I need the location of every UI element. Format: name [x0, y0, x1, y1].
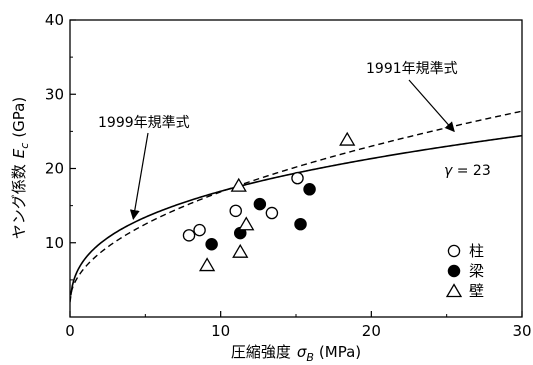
y-axis-unit: (GPa)	[10, 97, 28, 138]
data-point-wall	[339, 131, 356, 146]
data-point-wall	[232, 243, 249, 258]
data-point-beam	[294, 217, 307, 231]
data-point-beam	[303, 183, 316, 196]
x-axis-label-text: 圧縮強度	[231, 343, 291, 361]
axis-ticks: 0 10 20 30 10 20 30 40	[45, 11, 532, 340]
x-axis-unit: (MPa)	[319, 343, 361, 361]
annotation-1999-arrow	[129, 132, 149, 220]
annotation-1999-label: 1999年規準式	[98, 115, 190, 131]
annotation-1991-label: 1991年規準式	[366, 61, 458, 77]
data-point-column	[265, 206, 279, 220]
data-point-wall	[238, 216, 255, 231]
gamma-value: = 23	[452, 163, 490, 179]
x-axis-subscript: B	[306, 351, 314, 364]
legend-item-beam: 梁	[447, 262, 484, 280]
x-axis-title: 圧縮強度 σB (MPa)	[231, 343, 361, 364]
legend: 柱 梁 壁	[445, 242, 484, 300]
gamma-annotation: γ = 23	[444, 163, 491, 179]
data-point-column	[193, 223, 206, 237]
data-point-wall	[230, 177, 247, 192]
x-tick-label: 10	[211, 322, 230, 340]
y-axis-subscript: c	[18, 143, 31, 149]
legend-label-beam: 梁	[469, 262, 484, 280]
y-tick-label: 40	[45, 11, 64, 29]
legend-label-wall: 壁	[469, 282, 484, 300]
data-point-beam	[205, 237, 218, 251]
y-tick-label: 30	[45, 85, 64, 103]
legend-marker-wall	[445, 283, 463, 298]
legend-label-column: 柱	[469, 242, 484, 260]
data-point-beam	[253, 197, 267, 211]
gamma-symbol: γ	[444, 163, 453, 179]
legend-item-column: 柱	[447, 242, 484, 260]
annotation-1991-arrow	[408, 79, 455, 133]
data-point-wall	[198, 257, 216, 272]
legend-marker-beam	[447, 264, 461, 278]
data-point-column	[229, 204, 242, 218]
x-axis-symbol: σ	[297, 343, 307, 361]
data-points-layer	[182, 131, 356, 272]
x-tick-label: 0	[65, 322, 75, 340]
x-tick-label: 30	[512, 322, 531, 340]
y-axis-label-text: ヤング係数	[10, 164, 28, 239]
y-tick-label: 20	[45, 160, 64, 178]
y-axis-title: ヤング係数 Ec (GPa)	[10, 97, 31, 239]
data-point-column	[291, 171, 304, 185]
legend-item-wall: 壁	[445, 282, 484, 300]
x-tick-label: 20	[362, 322, 381, 340]
data-point-column	[182, 229, 196, 242]
y-tick-label: 10	[45, 234, 64, 252]
legend-marker-column	[447, 244, 461, 258]
y-axis-symbol: E	[10, 148, 28, 158]
